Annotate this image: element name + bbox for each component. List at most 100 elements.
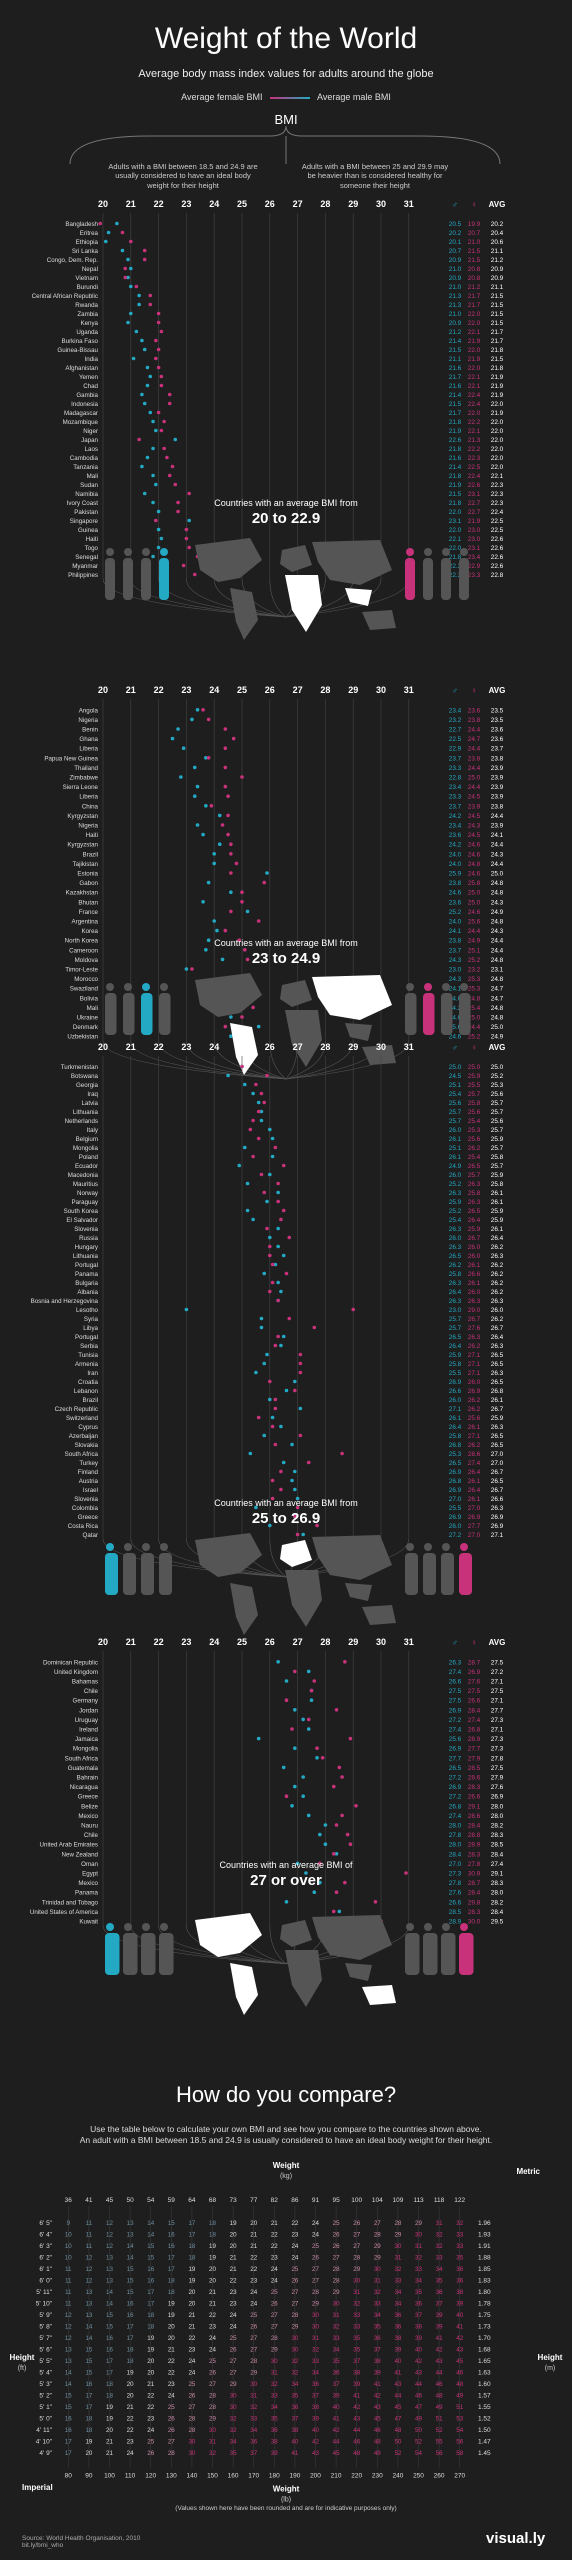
bmi-cell: 49 [436, 2404, 443, 2411]
bmi-cell: 32 [209, 2450, 216, 2457]
male-bmi-value: 23.8 [449, 938, 462, 945]
axis-tick-label: 27 [293, 685, 303, 695]
bmi-cell: 22 [127, 2416, 134, 2423]
bmi-cell: 20 [85, 2450, 92, 2457]
funnel-line [269, 1925, 287, 1965]
country-label: Uganda [76, 329, 98, 336]
female-bmi-dot [206, 756, 211, 760]
country-label: Nigeria [78, 823, 98, 830]
group-caption-4: Countries with an average BMI of 27 or ov… [0, 1860, 572, 1889]
avg-bmi-value: 22.5 [491, 527, 504, 534]
bmi-cell: 33 [312, 2358, 319, 2365]
bmi-cell: 33 [436, 2255, 443, 2262]
bmi-cell: 31 [374, 2278, 381, 2285]
bmi-cell: 29 [230, 2381, 237, 2388]
height-m-label: 1.60 [478, 2381, 491, 2388]
bmi-cell: 38 [291, 2427, 298, 2434]
male-bmi-value: 24.2 [449, 842, 462, 849]
bmi-brace [69, 126, 501, 165]
female-bmi-dot [295, 1532, 300, 1537]
height-ft-label: 5' 10" [36, 2301, 53, 2308]
avg-bmi-value: 28.4 [491, 1909, 504, 1916]
bmi-cell: 38 [353, 2370, 360, 2377]
continent-shape [230, 1583, 258, 1635]
avg-bmi-value: 21.8 [491, 347, 504, 354]
bmi-cell: 30 [291, 2335, 298, 2342]
axis-tick-label: 28 [320, 199, 330, 209]
male-bmi-value: 21.1 [449, 356, 462, 363]
bmi-cell: 25 [291, 2266, 298, 2273]
bmi-cell: 54 [415, 2450, 422, 2457]
female-bmi-value: 26.5 [468, 1163, 481, 1170]
female-bmi-dot [312, 1679, 317, 1683]
bmi-cell: 35 [415, 2289, 422, 2296]
bmi-cell: 14 [106, 2301, 113, 2308]
male-bmi-dot [312, 1890, 317, 1894]
male-bmi-value: 25.7 [449, 1109, 462, 1116]
male-bmi-value: 21.5 [449, 347, 462, 354]
female-bmi-value: 23.0 [468, 527, 481, 534]
female-figure-icon [460, 1543, 468, 1551]
avg-bmi-value: 21.8 [491, 365, 504, 372]
female-bmi-value: 24.7 [468, 736, 481, 743]
bmi-cell: 12 [85, 2278, 92, 2285]
female-bmi-dot [167, 392, 172, 397]
lb-tick: 90 [85, 2473, 93, 2480]
bmi-cell: 29 [374, 2243, 381, 2250]
continent-shape [230, 1023, 258, 1075]
funnel-line [269, 1040, 287, 1080]
female-bmi-value: 25.6 [468, 1109, 481, 1116]
avg-bmi-value: 25.8 [491, 1181, 504, 1188]
avg-bmi-value: 25.7 [491, 1163, 504, 1170]
female-bmi-dot [315, 1746, 319, 1750]
female-bmi-value: 25.3 [468, 1127, 481, 1134]
country-label: Botswana [71, 1073, 99, 1080]
female-bmi-value: 25.4 [468, 1154, 481, 1161]
male-bmi-value: 26.9 [449, 1469, 462, 1476]
bmi-cell: 30 [209, 2427, 216, 2434]
lb-tick: 240 [392, 2473, 403, 2480]
bmi-cell: 36 [456, 2278, 463, 2285]
male-bmi-value: 26.9 [449, 1707, 462, 1714]
bmi-cell: 24 [291, 2243, 298, 2250]
male-figure-icon [106, 1923, 114, 1931]
bmi-cell: 22 [127, 2427, 134, 2434]
avg-bmi-value: 27.0 [491, 1460, 504, 1467]
male-bmi-dot [103, 239, 108, 244]
country-label: Chile [84, 1832, 99, 1839]
bmi-cell: 17 [188, 2232, 195, 2239]
country-label: Israel [83, 1487, 98, 1494]
male-bmi-dot [220, 957, 225, 962]
axis-tick-label: 27 [293, 1042, 303, 1052]
bmi-cell: 28 [312, 2289, 319, 2296]
bmi-cell: 27 [250, 2347, 257, 2354]
bmi-cell: 43 [353, 2416, 360, 2423]
country-label: Georgia [76, 1082, 99, 1089]
bmi-cell: 35 [271, 2416, 278, 2423]
female-bmi-dot [240, 1064, 244, 1069]
bmi-cell: 55 [436, 2439, 443, 2446]
bmi-cell: 25 [188, 2381, 195, 2388]
bmi-cell: 22 [168, 2358, 175, 2365]
avg-bmi-value: 27.5 [491, 1765, 504, 1772]
country-label: Ethiopia [76, 239, 99, 246]
male-bmi-dot [306, 1727, 311, 1731]
male-bmi-value: 25.9 [449, 1352, 462, 1359]
axis-tick-label: 27 [293, 1637, 303, 1647]
male-bmi-dot [173, 437, 178, 442]
country-label: Lesotho [76, 1307, 99, 1314]
avg-bmi-value: 24.1 [491, 832, 504, 839]
female-bmi-dot [254, 1082, 258, 1087]
bmi-cell: 15 [85, 2358, 92, 2365]
male-bmi-value: 26.5 [449, 1253, 462, 1260]
kg-tick: 82 [271, 2197, 279, 2204]
bmi-cell: 16 [127, 2312, 134, 2319]
country-label: Bangladesh [65, 221, 98, 228]
male-bmi-value: 23.6 [449, 899, 462, 906]
male-bmi-value: 27.4 [449, 1727, 462, 1734]
bmi-cell: 20 [230, 2232, 237, 2239]
bmi-cell: 21 [106, 2439, 113, 2446]
female-bmi-dot [159, 383, 164, 388]
male-bmi-value: 24.6 [449, 890, 462, 897]
female-bmi-value: 26.1 [468, 1262, 481, 1269]
